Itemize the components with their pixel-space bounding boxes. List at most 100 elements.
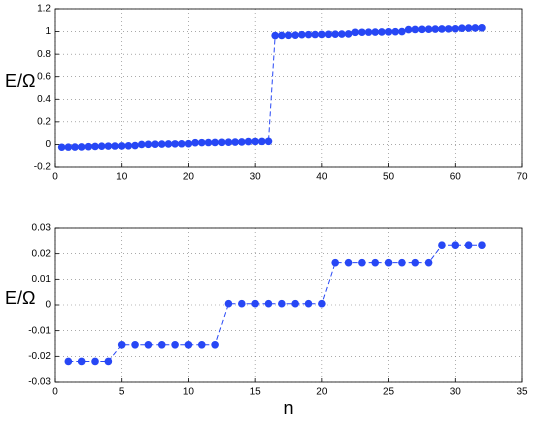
data-point [171, 340, 179, 349]
y-tick-label: -0.03 [28, 377, 51, 388]
x-tick-label: 40 [316, 172, 328, 183]
data-point [231, 138, 239, 146]
data-point [351, 28, 360, 37]
data-point [398, 258, 406, 267]
data-point [244, 137, 253, 146]
y-tick-label: 0.2 [37, 116, 51, 127]
data-point [378, 28, 386, 36]
data-point [338, 30, 346, 38]
data-point [478, 241, 486, 249]
data-point [251, 137, 259, 146]
y-tick-label: 0 [45, 300, 51, 311]
data-point [298, 30, 306, 39]
data-point [264, 137, 273, 146]
data-point [204, 138, 213, 147]
y-tick-label: 1.2 [37, 4, 51, 15]
data-point [97, 142, 106, 151]
data-point [318, 30, 326, 39]
y-tick-label: 0.4 [37, 94, 51, 105]
data-point [411, 258, 420, 267]
data-point [471, 24, 480, 32]
data-point [111, 142, 119, 150]
data-point [104, 142, 113, 150]
data-point [164, 140, 173, 148]
data-point [424, 25, 433, 34]
axes-frame [54, 8, 523, 168]
x-tick-label: 60 [450, 172, 462, 183]
data-point [217, 138, 226, 147]
data-point [197, 340, 206, 349]
data-point [391, 27, 400, 36]
y-tick-label: 0.02 [32, 248, 52, 259]
data-point [318, 299, 326, 308]
data-point [157, 140, 166, 148]
data-point [211, 340, 219, 349]
x-tick-label: 20 [316, 387, 328, 398]
data-point [77, 357, 86, 366]
data-point [358, 28, 366, 37]
data-point [438, 241, 446, 249]
data-point [291, 299, 299, 308]
data-point [151, 140, 159, 149]
x-tick-label: 35 [516, 387, 528, 398]
data-point [104, 357, 113, 366]
data-point [124, 141, 133, 150]
data-point [271, 31, 279, 40]
data-point [404, 25, 413, 34]
data-point [177, 139, 186, 148]
data-point [251, 299, 259, 308]
data-point [311, 30, 319, 39]
data-point [384, 27, 393, 36]
x-tick-label: 25 [383, 387, 395, 398]
data-point [418, 25, 426, 34]
data-point [264, 299, 273, 308]
data-point [384, 258, 393, 267]
data-point [77, 143, 86, 151]
data-point [211, 138, 219, 147]
axes-frame [54, 227, 523, 383]
data-point [224, 138, 233, 146]
data-point [117, 340, 126, 349]
data-line [61, 27, 482, 148]
x-tick-label: 0 [52, 387, 58, 398]
y-tick-label: -0.2 [34, 162, 52, 173]
data-point [464, 24, 473, 32]
y-axis-label: E/Ω [5, 288, 35, 308]
data-point [478, 24, 486, 32]
x-tick-label: 15 [250, 387, 262, 398]
data-point [331, 258, 340, 267]
data-point [458, 24, 466, 32]
data-point [84, 142, 93, 151]
data-point [197, 138, 206, 147]
data-point [144, 140, 153, 149]
data-point [238, 299, 246, 308]
data-point [304, 30, 313, 39]
y-tick-label: 0.8 [37, 49, 51, 60]
data-point [131, 141, 139, 150]
data-point [131, 340, 139, 349]
data-point [91, 142, 99, 151]
data-point [424, 258, 433, 267]
y-tick-label: -0.02 [28, 351, 51, 362]
data-point [91, 357, 99, 366]
x-tick-label: 70 [516, 172, 528, 183]
data-point [278, 31, 286, 40]
y-tick-label: 0.03 [32, 223, 52, 234]
y-tick-label: 1 [45, 26, 51, 37]
data-point [64, 357, 73, 366]
x-tick-label: 10 [183, 387, 195, 398]
x-tick-label: 20 [183, 172, 195, 183]
data-point [117, 142, 126, 150]
data-line [68, 244, 482, 362]
y-tick-label: 0.6 [37, 71, 51, 82]
data-point [144, 340, 153, 349]
data-point [464, 241, 473, 249]
data-point [451, 24, 460, 33]
data-point [71, 143, 79, 151]
x-tick-label: 50 [383, 172, 395, 183]
data-point [278, 299, 286, 308]
data-point [431, 25, 440, 33]
data-point [358, 258, 366, 267]
data-point [411, 25, 420, 34]
